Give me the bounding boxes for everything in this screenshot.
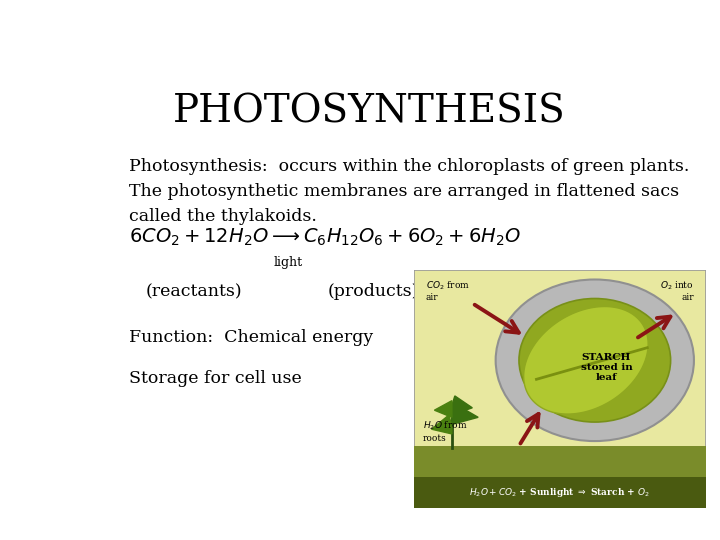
Circle shape [495,280,694,441]
Polygon shape [431,415,452,434]
Text: $CO_2$ from
air: $CO_2$ from air [426,280,469,302]
Text: $H_2O$ from
roots: $H_2O$ from roots [423,420,467,443]
FancyBboxPatch shape [414,446,706,479]
Text: Function:  Chemical energy: Function: Chemical energy [129,329,373,346]
Text: called the thylakoids.: called the thylakoids. [129,208,317,225]
Text: $6CO_2 + 12H_2O\longrightarrow C_6H_{12}O_6 + 6O_2 + 6H_2O$: $6CO_2 + 12H_2O\longrightarrow C_6H_{12}… [129,227,521,248]
Text: The photosynthetic membranes are arranged in flattened sacs: The photosynthetic membranes are arrange… [129,183,679,200]
FancyBboxPatch shape [414,270,706,450]
Text: light: light [274,256,302,269]
Text: STARCH
stored in
leaf: STARCH stored in leaf [580,353,632,382]
Polygon shape [452,406,478,424]
Text: PHOTOSYNTHESIS: PHOTOSYNTHESIS [173,94,565,131]
FancyBboxPatch shape [414,477,706,508]
Text: $O_2$ into
air: $O_2$ into air [660,280,694,302]
Circle shape [519,299,670,422]
Text: Storage for cell use: Storage for cell use [129,370,302,387]
Polygon shape [434,401,452,417]
Text: (reactants): (reactants) [145,283,243,300]
Polygon shape [523,307,648,414]
Text: (products): (products) [327,283,418,300]
Text: $H_2O + CO_2$ + Sunlight $\Rightarrow$ Starch + $O_2$: $H_2O + CO_2$ + Sunlight $\Rightarrow$ S… [469,485,650,498]
Polygon shape [452,396,472,415]
Text: Photosynthesis:  occurs within the chloroplasts of green plants.: Photosynthesis: occurs within the chloro… [129,158,690,176]
